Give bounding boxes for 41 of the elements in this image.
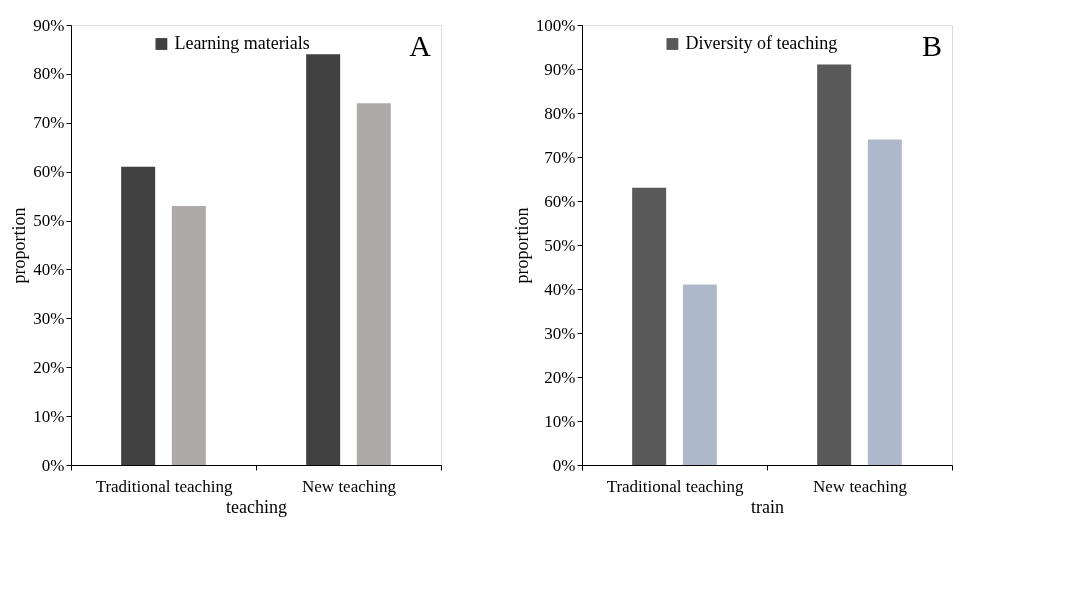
y-tick-label: 70%: [544, 147, 576, 167]
y-tick-label: 60%: [544, 191, 576, 211]
x-tick-label: New teaching: [813, 476, 908, 496]
y-tick-label: 100%: [535, 15, 576, 35]
y-tick-label: 30%: [544, 323, 576, 343]
y-tick-label: 70%: [33, 113, 65, 133]
y-tick-label: 80%: [544, 103, 576, 123]
y-tick-label: 60%: [33, 162, 65, 182]
bar: [121, 166, 156, 465]
y-tick-label: 40%: [544, 279, 576, 299]
x-axis-title: train: [751, 496, 784, 517]
x-tick-label: Traditional teaching: [95, 476, 233, 496]
bar: [171, 205, 206, 465]
x-axis-title: teaching: [226, 496, 287, 517]
y-tick-label: 80%: [33, 64, 65, 84]
bar: [867, 139, 902, 465]
annotation: A: [409, 29, 432, 62]
y-tick-label: 0%: [552, 455, 576, 475]
y-tick-label: 50%: [33, 211, 65, 231]
y-tick-label: 20%: [33, 357, 65, 377]
x-tick-label: Traditional teaching: [606, 476, 744, 496]
bar: [632, 187, 667, 465]
legend-label: Diversity of teaching: [685, 33, 838, 53]
bar: [682, 284, 717, 465]
y-axis-title: proportion: [511, 207, 532, 284]
y-tick-label: 20%: [544, 367, 576, 387]
y-tick-label: 40%: [33, 259, 65, 279]
bar: [306, 54, 341, 465]
bar: [356, 103, 391, 465]
y-tick-label: 90%: [33, 15, 65, 35]
y-tick-label: 50%: [544, 235, 576, 255]
legend-label: Learning materials: [174, 33, 310, 53]
annotation: B: [921, 29, 942, 62]
y-axis-title: proportion: [9, 207, 30, 284]
y-tick-label: 90%: [544, 59, 576, 79]
y-tick-label: 10%: [33, 406, 65, 426]
y-tick-label: 30%: [33, 308, 65, 328]
y-tick-label: 0%: [41, 455, 65, 475]
y-tick-label: 10%: [544, 411, 576, 431]
bar: [817, 64, 852, 465]
x-tick-label: New teaching: [302, 476, 397, 496]
